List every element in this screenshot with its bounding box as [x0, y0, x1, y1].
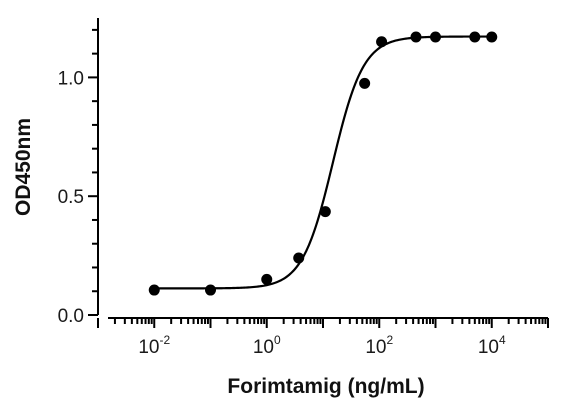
x-tick-base: 10: [253, 337, 274, 358]
data-point: [410, 31, 422, 43]
fit-curve-layer: [154, 35, 492, 290]
data-point: [359, 77, 371, 89]
data-points-layer: [148, 31, 498, 296]
data-point: [430, 31, 441, 43]
x-tick-exponent: 2: [386, 333, 393, 347]
data-point: [469, 31, 481, 43]
y-tick-label: 0.0: [58, 306, 84, 327]
y-axis-title: OD450nm: [12, 118, 35, 216]
x-tick-base: 10: [138, 337, 159, 358]
x-tick-label: 100: [253, 333, 281, 358]
x-axis-title: Forimtamig (ng/mL): [227, 375, 424, 398]
x-tick-label: 104: [478, 333, 506, 358]
data-point: [261, 273, 273, 285]
data-point: [486, 31, 498, 43]
x-tick-exponent: 4: [499, 333, 506, 347]
x-tick-base: 10: [365, 337, 386, 358]
y-tick-label: 1.0: [58, 68, 84, 89]
x-axis: 10-2 100 102 104: [97, 317, 549, 358]
data-point: [293, 252, 305, 264]
data-point: [205, 284, 216, 296]
fit-curve: [154, 35, 492, 290]
data-point: [148, 284, 160, 296]
y-tick-label: 0.5: [58, 187, 84, 208]
data-point: [319, 206, 331, 218]
x-tick-exponent: 0: [274, 333, 281, 347]
x-tick-base: 10: [478, 337, 499, 358]
x-tick-exponent: -2: [159, 333, 170, 347]
data-point: [376, 36, 388, 48]
x-tick-label: 102: [365, 333, 393, 358]
x-tick-label: 10-2: [138, 333, 170, 358]
y-axis: 0.0 0.5 1.0: [58, 18, 99, 327]
